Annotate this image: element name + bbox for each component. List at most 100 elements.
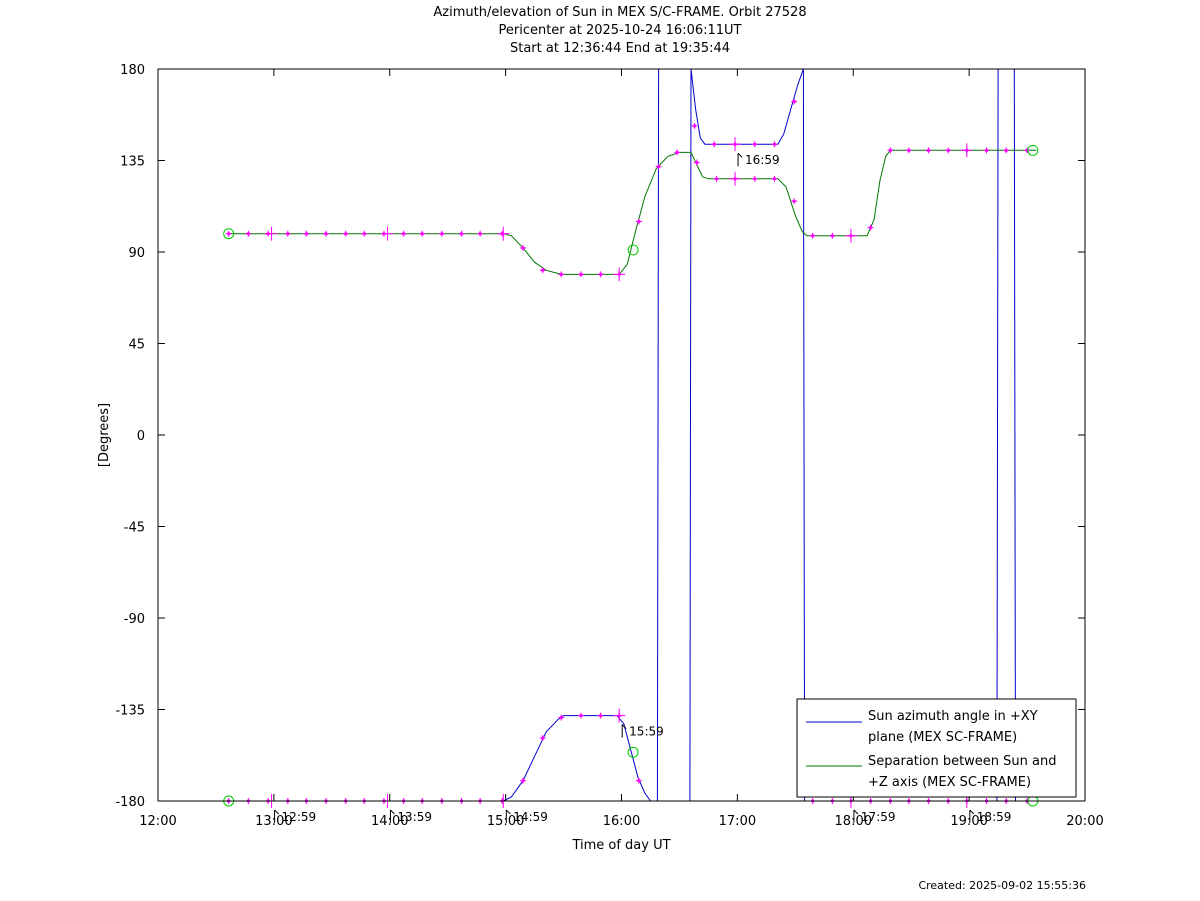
legend-label-azimuth-line2: plane (MEX SC-FRAME) [868,730,1017,745]
legend-box [796,698,1077,798]
data-marker-dot [830,234,834,238]
data-marker-dot [637,219,641,224]
x-tick-label: 13:00 [255,814,292,829]
y-tick-label: -180 [115,795,145,810]
data-marker-dot [362,232,366,236]
legend-label-azimuth-line1: Sun azimuth angle in +XY [868,709,1038,724]
time-annotation-arrowhead [737,152,743,158]
time-annotation-label: 13:59 [397,810,432,824]
x-tick-label: 19:00 [950,814,987,829]
data-marker-dot [227,232,231,236]
x-tick-label: 14:00 [371,814,408,829]
x-tick-label: 18:00 [835,814,872,829]
data-marker-dot [753,177,757,181]
series-line-0 [656,68,660,802]
data-marker-dot [559,716,563,720]
time-annotation-arrowhead [853,809,859,815]
data-marker-dot [695,160,699,165]
time-annotation-arrowhead [621,724,627,729]
chart-subtitle-start-end: Start at 12:36:44 End at 19:35:44 [509,41,731,56]
y-tick-label: 0 [137,429,145,444]
x-tick-label: 15:00 [487,814,524,829]
data-marker-dot [459,232,464,236]
y-tick-label: 180 [120,63,145,78]
time-annotation-arrowhead [274,809,279,815]
series-line-0 [690,68,804,145]
data-marker-dot [772,177,777,181]
data-marker-dot [344,232,348,236]
start-end-circle-marker [1027,144,1039,156]
y-tick-label: 135 [120,155,145,170]
y-tick-label: 90 [128,246,145,261]
time-annotation-label: 15:59 [629,725,664,739]
data-marker-dot [869,226,873,230]
data-marker-dot [478,232,482,236]
x-tick-label: 20:00 [1066,814,1103,829]
data-marker-dot [712,142,716,146]
start-end-circle-marker [223,228,235,240]
start-end-circle-marker [627,244,639,256]
data-marker-dot [946,148,950,152]
data-marker-dot [559,272,563,276]
y-tick-label: -90 [124,612,145,627]
data-marker-dot [541,268,545,272]
data-marker-dot [324,232,328,236]
legend-label-separation-line2: +Z axis (MEX SC-FRAME) [868,775,1031,790]
time-annotation-label: 12:59 [282,810,317,824]
data-marker-dot [599,714,603,718]
plot-frame [157,68,1086,802]
data-marker-dot [656,165,661,169]
data-marker-dot [420,232,424,236]
data-marker-dot [440,232,444,236]
data-marker-dot [304,232,308,236]
data-marker-dot [637,779,641,783]
series-line-0 [802,68,806,802]
y-tick-label: 45 [128,338,145,353]
series-line-0 [996,68,999,802]
data-marker-dot [926,148,931,152]
y-axis-label: [Degrees] [97,403,112,467]
time-annotation-label: 18:59 [977,810,1012,824]
data-marker-dot [888,148,892,152]
data-marker-dot [246,232,250,236]
chart-title: Azimuth/elevation of Sun in MEX S/C-FRAM… [433,5,807,20]
y-tick-label: -135 [115,704,145,719]
data-marker-dot [579,272,583,276]
series-line-0 [689,68,692,802]
time-annotation-arrowhead [505,809,511,815]
data-marker-dot [792,199,796,203]
data-marker-dot [772,142,777,146]
data-marker-dot [541,736,545,740]
y-tick-label: -45 [124,521,145,536]
chart-titles: Azimuth/elevation of Sun in MEX S/C-FRAM… [0,4,1200,58]
series-line-0 [228,715,658,802]
annotation-layer: 12:59 13:59 14:59 15:59 16:59 17:59 18:59 [274,152,1012,824]
data-marker-dot [692,124,697,128]
data-marker-dot [714,177,719,181]
chart-subtitle-pericenter: Pericenter at 2025-10-24 16:06:11UT [498,23,742,38]
created-timestamp: Created: 2025-09-02 15:55:36 [918,879,1086,892]
data-marker-dot [907,148,911,152]
data-marker-dot [599,272,603,276]
data-marker-dot [579,714,583,718]
series-layer [228,68,1037,802]
legend: Sun azimuth angle in +XY plane (MEX SC-F… [796,698,1077,798]
x-axis-label: Time of day UT [571,838,670,853]
data-marker-dot [521,246,525,250]
time-annotation-label: 16:59 [745,153,780,167]
data-marker-dot [675,150,679,154]
time-annotation-arrowhead [390,809,395,815]
data-marker-dot [984,148,989,152]
x-tick-label: 16:00 [603,814,640,829]
data-marker-dot [792,99,796,104]
data-marker-dot [811,234,815,238]
time-annotation-label: 17:59 [861,810,896,824]
x-tick-label: 12:00 [139,814,176,829]
data-marker-dot [753,142,757,146]
series-line-0 [1013,68,1016,802]
data-marker-dot [521,779,525,783]
data-marker-dot [1004,148,1008,152]
x-tick-label: 17:00 [719,814,756,829]
legend-label-separation-line1: Separation between Sun and [868,754,1056,769]
